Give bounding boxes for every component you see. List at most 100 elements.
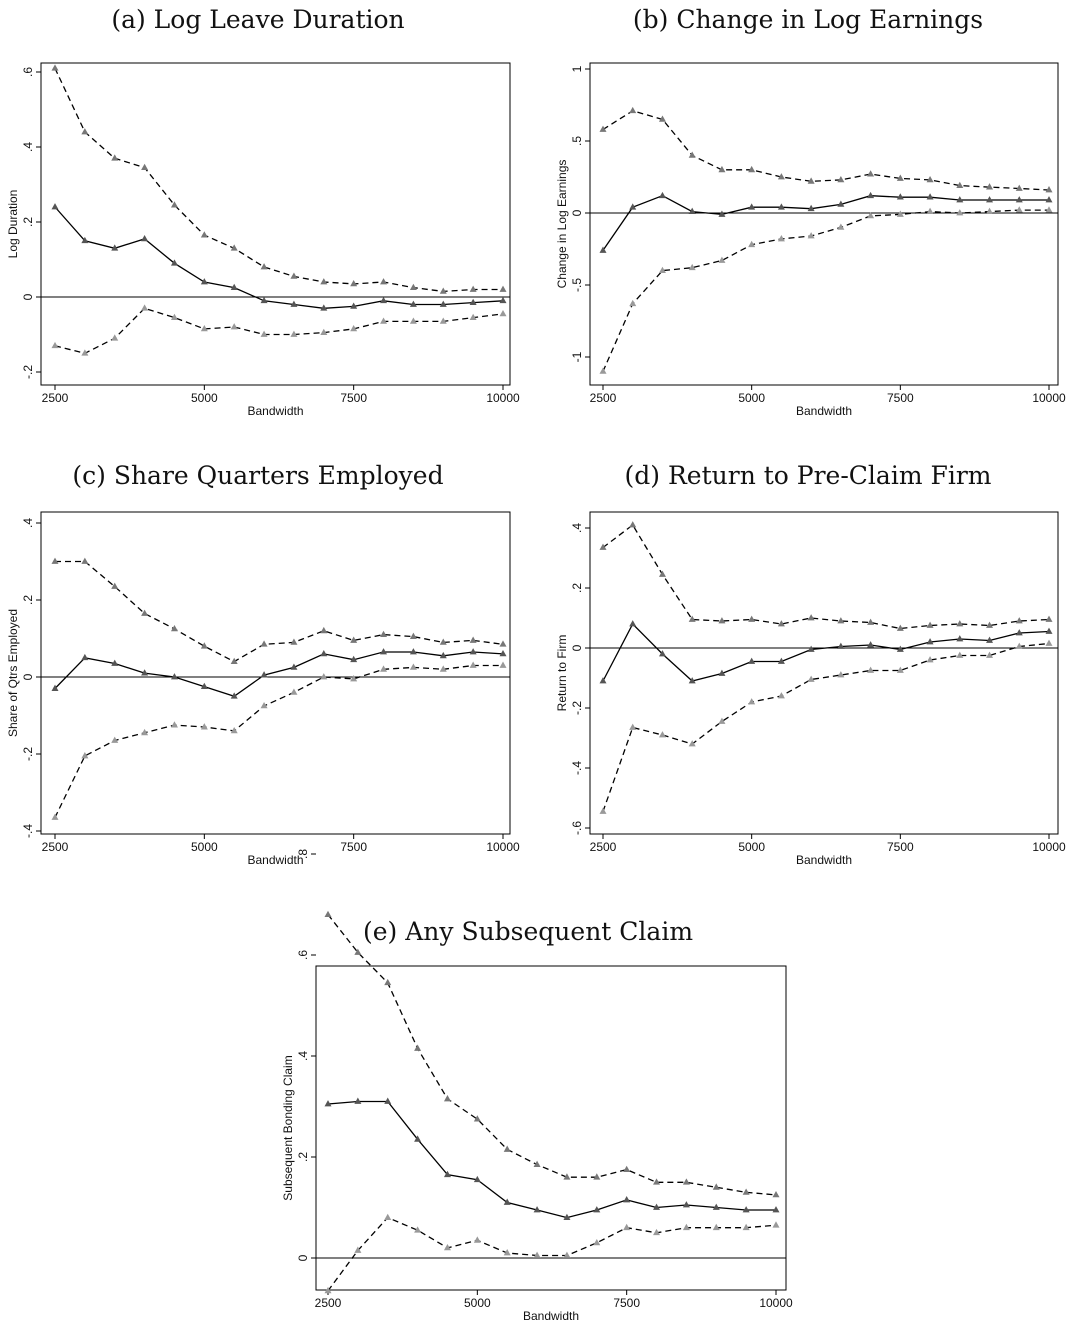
- plot-frame: [315, 965, 787, 1291]
- data-point-lower_ci: [473, 1236, 481, 1243]
- data-point-upper_ci: [658, 115, 666, 122]
- chart-title: (c) Share Quarters Employed: [72, 461, 443, 490]
- data-point-lower_ci: [350, 324, 358, 332]
- data-point-estimate: [742, 1206, 750, 1213]
- data-point-lower_ci: [380, 317, 388, 324]
- chart-title: (d) Return to Pre-Claim Firm: [625, 461, 992, 490]
- data-point-lower_ci: [777, 692, 785, 699]
- data-point-lower_ci: [260, 330, 268, 337]
- data-point-estimate: [141, 669, 149, 676]
- data-point-lower_ci: [867, 211, 875, 219]
- data-point-upper_ci: [324, 910, 332, 917]
- data-point-lower_ci: [51, 341, 59, 349]
- x-tick-label: 7500: [340, 840, 367, 854]
- data-point-lower_ci: [629, 723, 637, 730]
- data-point-upper_ci: [414, 1044, 422, 1051]
- data-point-upper_ci: [354, 948, 362, 955]
- data-point-lower_ci: [111, 736, 119, 743]
- data-point-lower_ci: [51, 813, 59, 820]
- chart-title: (a) Log Leave Duration: [111, 5, 404, 34]
- data-point-upper_ci: [230, 657, 238, 664]
- data-point-upper_ci: [1015, 617, 1023, 624]
- x-tick-label: 7500: [887, 391, 914, 405]
- data-point-lower_ci: [772, 1221, 780, 1228]
- data-point-estimate: [896, 193, 904, 200]
- data-point-lower_ci: [350, 675, 358, 682]
- data-point-estimate: [324, 1100, 332, 1107]
- data-point-lower_ci: [682, 1223, 690, 1231]
- data-point-upper_ci: [629, 521, 637, 528]
- data-point-estimate: [473, 1175, 481, 1183]
- data-point-upper_ci: [499, 285, 507, 292]
- data-point-estimate: [777, 657, 785, 664]
- data-point-estimate: [380, 648, 388, 655]
- data-point-lower_ci: [499, 309, 507, 317]
- data-point-upper_ci: [170, 201, 178, 208]
- data-point-upper_ci: [718, 165, 726, 173]
- x-axis-label: Bandwidth: [523, 1309, 579, 1323]
- data-point-upper_ci: [350, 279, 358, 287]
- y-tick-label: 0: [296, 1254, 310, 1261]
- x-tick-label: 5000: [738, 840, 765, 854]
- data-point-lower_ci: [111, 334, 119, 341]
- data-point-lower_ci: [414, 1226, 422, 1233]
- plot-frame: [40, 511, 511, 835]
- chart-panel-5: (e) Any Subsequent Claim 2500 5000 7500 1000…: [281, 849, 793, 1323]
- data-point-lower_ci: [867, 666, 875, 673]
- y-tick-label: 0: [21, 673, 35, 680]
- x-axis-label: Bandwidth: [796, 404, 852, 418]
- data-point-upper_ci: [712, 1183, 720, 1190]
- data-point-upper_ci: [599, 543, 607, 550]
- series-line-estimate: [602, 194, 1049, 251]
- data-point-upper_ci: [473, 1115, 481, 1122]
- plot-frame: [589, 511, 1059, 835]
- data-point-upper_ci: [653, 1178, 661, 1185]
- data-point-upper_ci: [718, 617, 726, 624]
- data-point-estimate: [290, 663, 298, 670]
- x-tick-label: 5000: [464, 1296, 491, 1310]
- chart-title: (b) Change in Log Earnings: [633, 5, 983, 34]
- data-point-lower_ci: [533, 1251, 541, 1258]
- data-point-estimate: [170, 673, 178, 680]
- x-tick-label: 5000: [191, 391, 218, 405]
- data-point-lower_ci: [1045, 206, 1053, 213]
- data-point-lower_ci: [629, 299, 637, 307]
- data-point-upper_ci: [499, 640, 507, 647]
- data-point-upper_ci: [623, 1165, 631, 1173]
- x-tick-label: 2500: [590, 840, 617, 854]
- chart-panel-3: (c) Share Quarters Employed 2500 5000 7500 1…: [6, 461, 520, 867]
- data-point-estimate: [499, 649, 507, 657]
- x-tick-label: 10000: [1032, 391, 1066, 405]
- data-point-estimate: [350, 655, 358, 663]
- data-point-estimate: [986, 636, 994, 643]
- chart-panel-1: (a) Log Leave Duration 2500 5000 7500 10000 -…: [6, 5, 520, 418]
- y-tick-label: .8: [296, 849, 310, 859]
- data-point-upper_ci: [926, 175, 934, 183]
- data-point-estimate: [81, 236, 89, 244]
- data-point-upper_ci: [599, 125, 607, 132]
- x-tick-label: 7500: [613, 1296, 640, 1310]
- data-point-lower_ci: [956, 651, 964, 658]
- data-point-estimate: [230, 692, 238, 699]
- data-point-lower_ci: [896, 666, 904, 673]
- data-point-upper_ci: [111, 582, 119, 589]
- y-axis-label: Subsequent Bonding Claim: [281, 1055, 295, 1200]
- data-point-upper_ci: [380, 278, 388, 285]
- series-line-upper_ci: [602, 524, 1050, 630]
- data-point-upper_ci: [772, 1190, 780, 1198]
- y-tick-label: 1: [570, 65, 584, 72]
- data-point-lower_ci: [658, 266, 666, 273]
- y-tick-label: -.4: [21, 824, 35, 838]
- data-point-lower_ci: [599, 807, 607, 814]
- series-line-estimate: [54, 651, 504, 698]
- data-point-estimate: [658, 650, 666, 657]
- data-point-lower_ci: [623, 1223, 631, 1231]
- data-point-upper_ci: [986, 621, 994, 628]
- data-point-estimate: [867, 641, 875, 648]
- x-tick-label: 7500: [340, 391, 367, 405]
- chart-panel-4: (d) Return to Pre-Claim Firm 2500 5000 7500…: [555, 461, 1066, 867]
- data-point-estimate: [629, 203, 637, 210]
- data-point-lower_ci: [807, 232, 815, 239]
- data-point-estimate: [956, 196, 964, 203]
